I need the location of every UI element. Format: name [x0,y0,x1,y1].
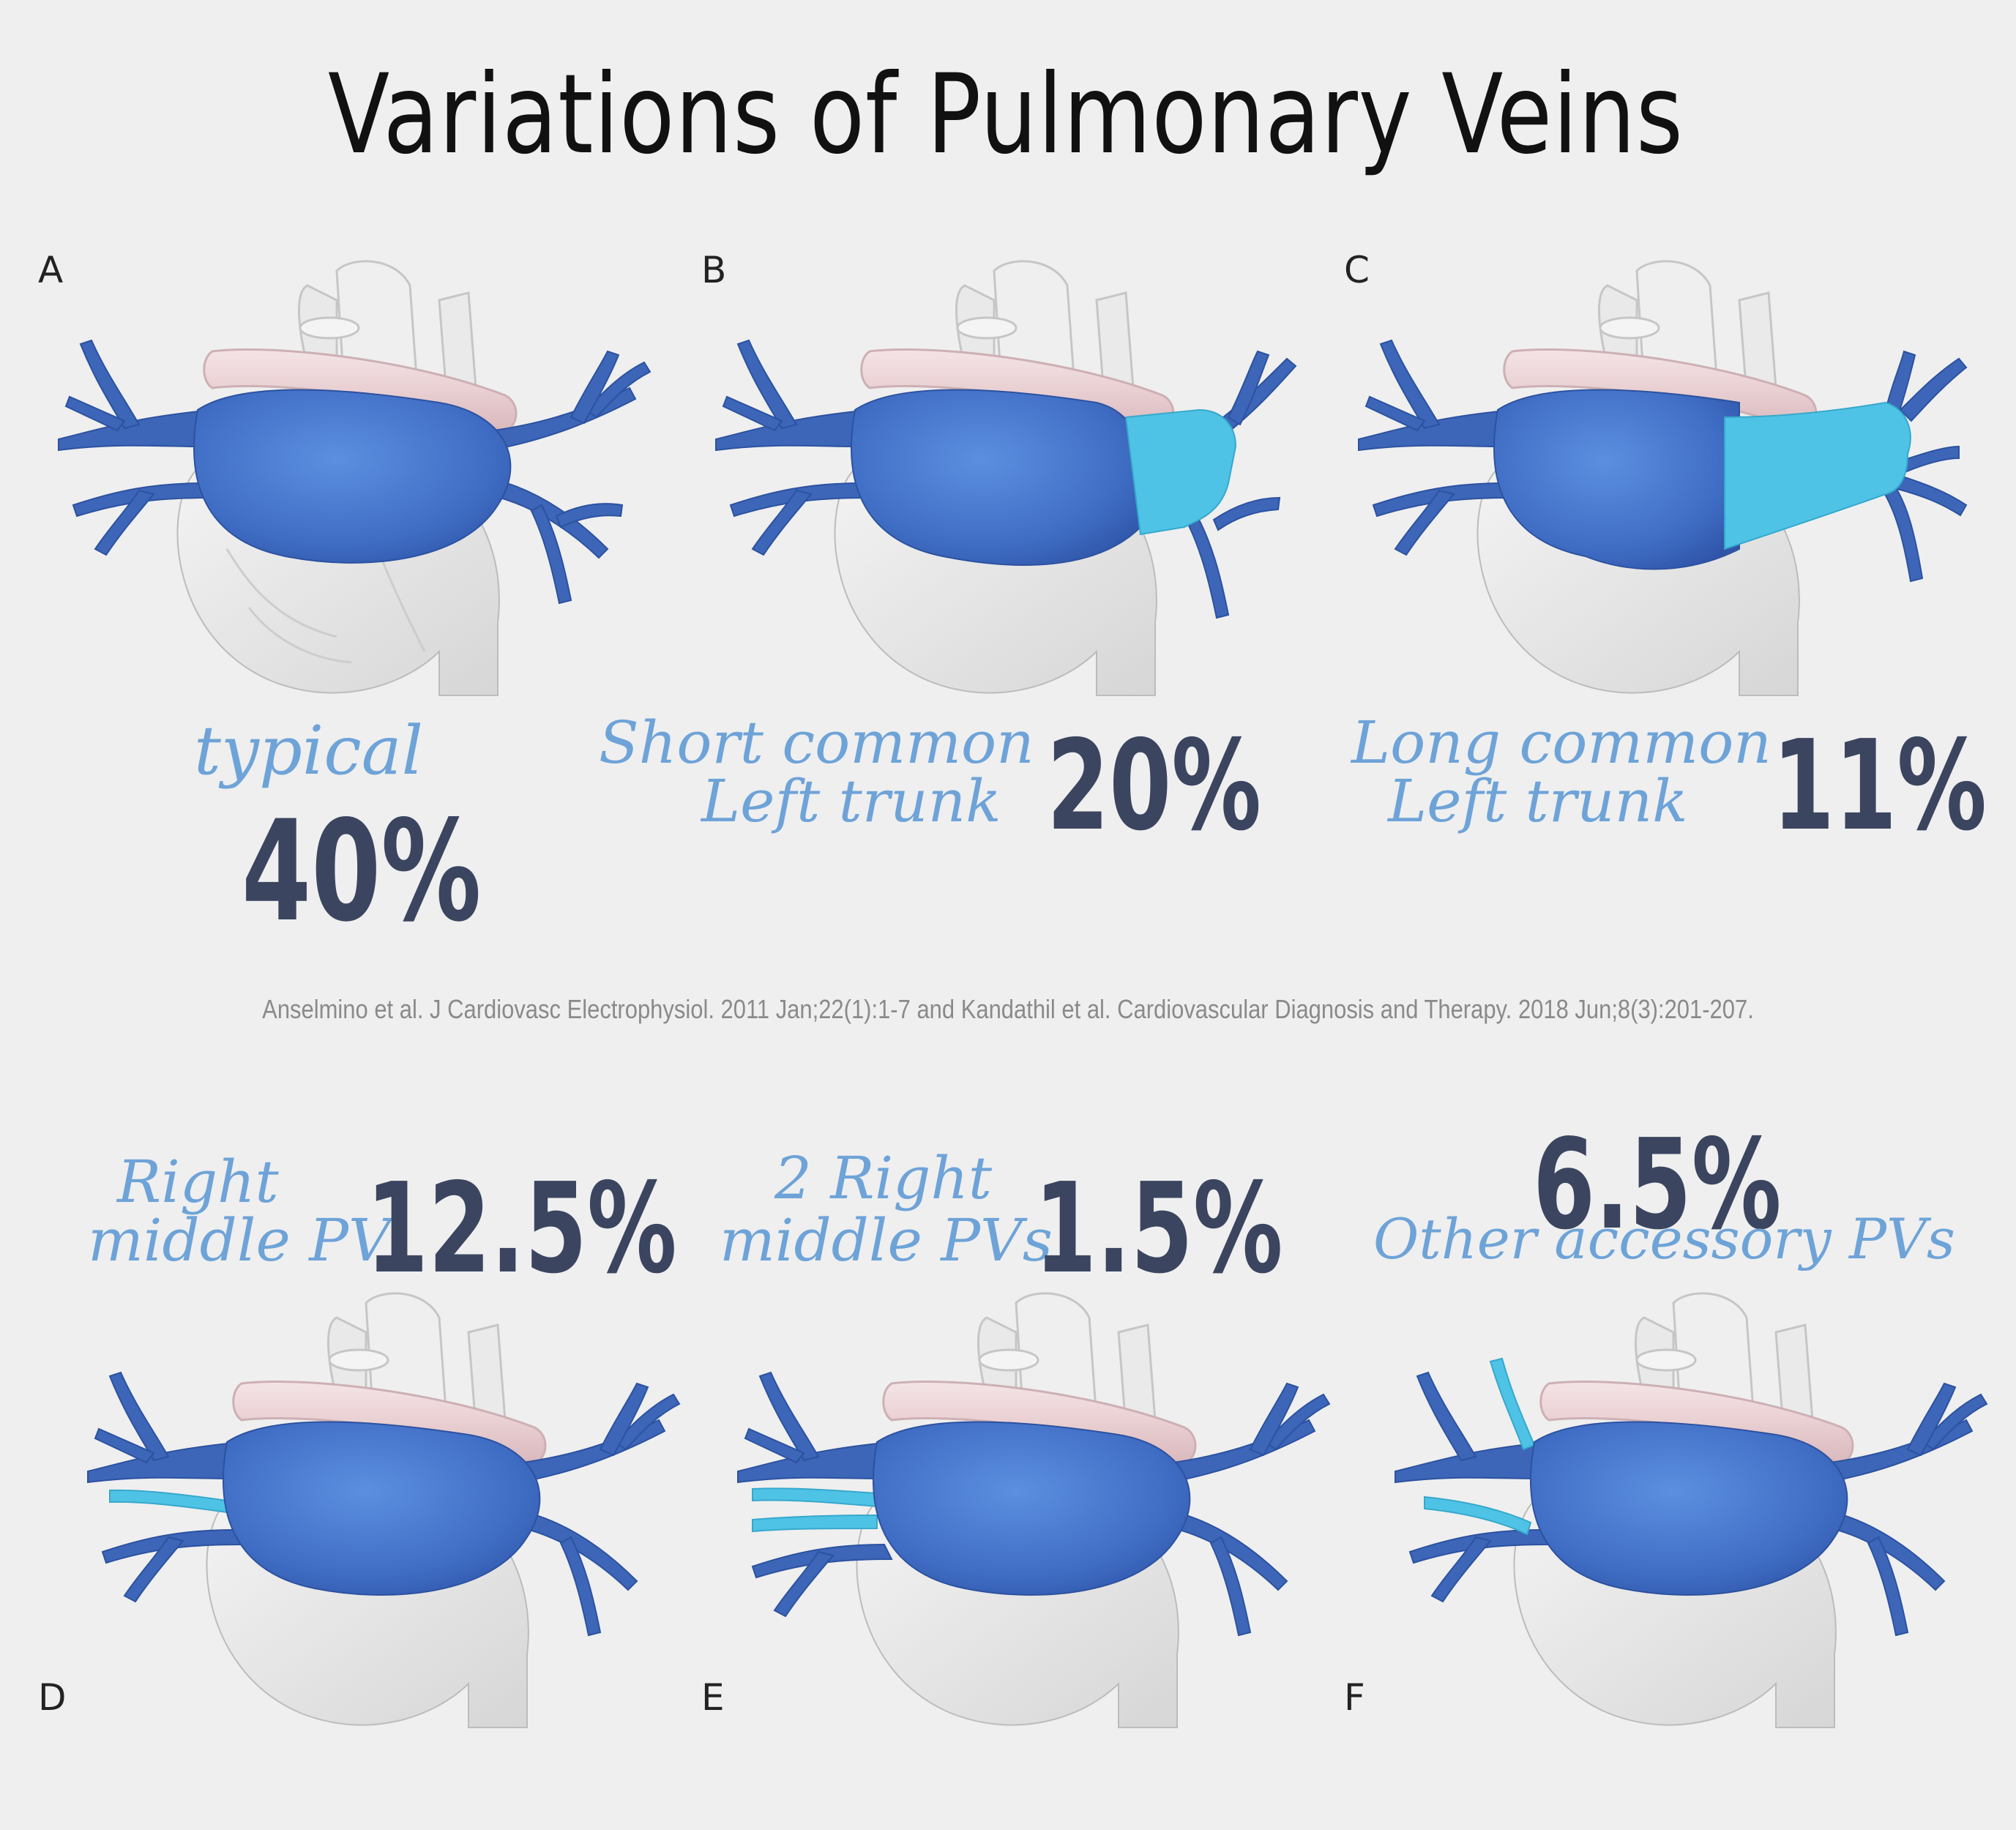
panel-letter: A [38,249,64,291]
panel-letter: B [701,249,727,291]
panel-a: A typical 40% [0,0,672,952]
variant-label-line1: 2 Right [774,1144,993,1212]
panel-b: B Short common Left trunk 20% [599,0,1344,915]
vein-icon [737,1371,1331,1637]
panel-e: 2 Right middle PVs 1.5% E [672,915,1344,1830]
variant-label-line1: Right [117,1148,279,1216]
vein-icon [1395,1357,1988,1637]
variant-label-line1: Long common [1351,709,1772,777]
variant-label-line2: middle PV [88,1206,391,1274]
citation-text: Anselmino et al. J Cardiovasc Electrophy… [262,994,1754,1024]
percent-value: 11% [1772,714,1987,859]
panel-f: 6.5% Other accessory PVs F [1344,915,2016,1830]
pulmonary-vein-illustration-other-accessory-pvs [1395,1292,1988,1728]
pulmonary-vein-illustration-short-left-trunk [715,260,1297,696]
pulmonary-vein-illustration-two-right-middle-pvs [737,1292,1331,1728]
vein-icon [58,339,652,605]
vein-icon [1358,339,1968,583]
percent-value: 40% [242,791,482,952]
variant-label-line2: middle PVs [720,1206,1053,1274]
percent-value: 6.5% [1533,1113,1782,1258]
variant-label-line1: Other accessory PVs [1373,1206,1955,1271]
panel-letter: F [1344,1676,1365,1719]
panel-c: C Long common Left trunk 11% [1344,0,2016,915]
variant-label-line1: typical [194,712,424,790]
panel-letter: C [1344,249,1370,291]
variant-label-line1: Short common [599,709,1034,777]
panel-letter: E [701,1676,725,1719]
pulmonary-vein-illustration-right-middle-pv [87,1292,681,1728]
vein-icon [87,1371,681,1637]
pulmonary-vein-illustration-typical [58,260,652,696]
percent-value: 20% [1047,714,1261,859]
variant-label-line2: Left trunk [1388,767,1688,835]
panel-letter: D [38,1676,67,1719]
vein-icon [715,339,1297,619]
variant-label-line2: Left trunk [701,767,1001,835]
percent-value: 12.5% [366,1157,677,1301]
page-title: Variations of Pulmonary Veins [328,51,1684,179]
percent-value: 1.5% [1034,1157,1283,1301]
panel-d: Right middle PV 12.5% D [0,915,681,1830]
pulmonary-vein-illustration-long-left-trunk [1358,260,1968,696]
